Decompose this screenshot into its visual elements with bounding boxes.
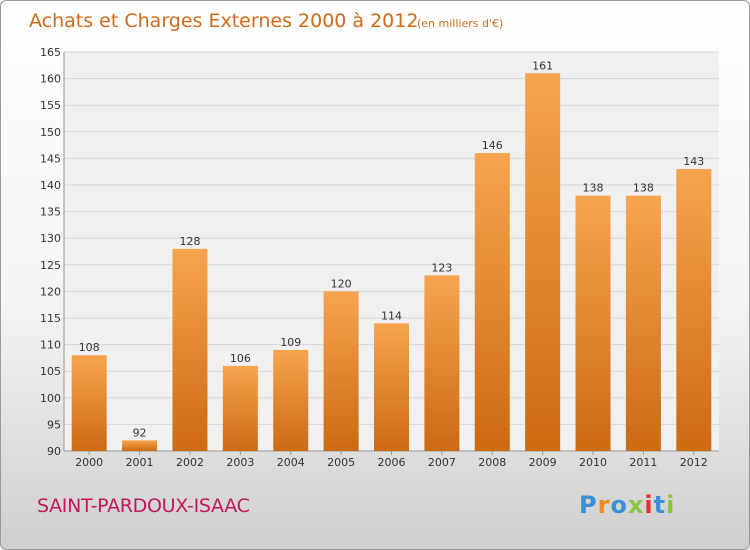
proxiti-logo: Proxiti	[579, 491, 675, 519]
bar-2011	[625, 195, 661, 451]
x-tick-label: 2009	[529, 456, 557, 469]
bar-2006	[374, 323, 409, 451]
bar-2003	[222, 365, 258, 451]
data-label-2001: 92	[133, 426, 147, 439]
bar-2007	[424, 275, 460, 451]
logo-letter: P	[579, 491, 598, 519]
x-tick-label: 2012	[680, 456, 708, 469]
commune-name: SAINT-PARDOUX-ISAAC	[37, 495, 250, 517]
logo-letter: r	[597, 491, 611, 519]
x-tick-label: 2011	[629, 456, 657, 469]
y-tick-label: 125	[40, 259, 61, 272]
data-label-2010: 138	[583, 182, 604, 195]
bar-2002	[172, 248, 208, 451]
y-tick-label: 155	[40, 99, 61, 112]
data-label-2003: 106	[230, 352, 251, 365]
y-tick-label: 95	[47, 418, 61, 431]
y-tick-label: 120	[40, 285, 61, 298]
data-label-2000: 108	[79, 341, 100, 354]
bar-2009	[525, 73, 561, 451]
data-label-2007: 123	[431, 261, 452, 274]
logo-letter: t	[653, 491, 667, 519]
y-tick-label: 105	[40, 365, 61, 378]
data-label-2004: 109	[280, 336, 301, 349]
y-tick-label: 100	[40, 392, 61, 405]
x-tick-label: 2006	[378, 456, 406, 469]
y-tick-label: 90	[47, 445, 61, 458]
data-label-2011: 138	[633, 182, 654, 195]
bar-2012	[676, 169, 712, 452]
data-label-2008: 146	[482, 139, 503, 152]
y-tick-label: 140	[40, 179, 61, 192]
x-tick-label: 2001	[126, 456, 154, 469]
data-labels: 108 92 128 106 109 120 114 123 146 161 138 138 143	[79, 59, 705, 439]
bar-2004	[273, 349, 309, 451]
y-tick-label: 150	[40, 126, 61, 139]
bars	[71, 73, 712, 452]
chart-subtitle: (en milliers d'€)	[417, 17, 503, 30]
bar-2005	[323, 291, 359, 451]
x-tick-label: 2003	[226, 456, 254, 469]
x-tick-label: 2005	[327, 456, 355, 469]
bar-2010	[575, 195, 611, 451]
data-label-2005: 120	[331, 277, 352, 290]
x-tick-label: 2004	[277, 456, 305, 469]
x-tick-label: 2008	[478, 456, 506, 469]
x-tick-label: 2007	[428, 456, 456, 469]
bar-2001	[122, 440, 158, 451]
y-axis: 90 95 100 105 110 115 120 125 130 135 140 145 150 155…	[40, 46, 61, 458]
x-tick-label: 2002	[176, 456, 204, 469]
data-label-2012: 143	[683, 155, 704, 168]
y-tick-label: 110	[40, 339, 61, 352]
x-axis: 2000 2001 2002 2003 2004 2005 2006 2007 2008 2009…	[75, 451, 708, 469]
bar-2008	[474, 153, 510, 451]
x-tick-label: 2010	[579, 456, 607, 469]
x-tick-label: 2000	[75, 456, 103, 469]
data-label-2002: 128	[179, 235, 200, 248]
logo-letter: i	[644, 491, 654, 519]
y-tick-label: 145	[40, 152, 61, 165]
bar-2000	[71, 355, 107, 451]
y-tick-label: 115	[40, 312, 61, 325]
logo-letter: i	[666, 491, 676, 519]
y-tick-label: 135	[40, 206, 61, 219]
chart-title: Achats et Charges Externes 2000 à 2012	[29, 10, 418, 32]
data-label-2006: 114	[381, 309, 402, 322]
y-tick-label: 160	[40, 73, 61, 86]
logo-letter: x	[627, 491, 645, 519]
data-label-2009: 161	[532, 59, 553, 72]
y-tick-label: 165	[40, 46, 61, 59]
logo-letter: o	[610, 491, 628, 519]
y-tick-label: 130	[40, 232, 61, 245]
